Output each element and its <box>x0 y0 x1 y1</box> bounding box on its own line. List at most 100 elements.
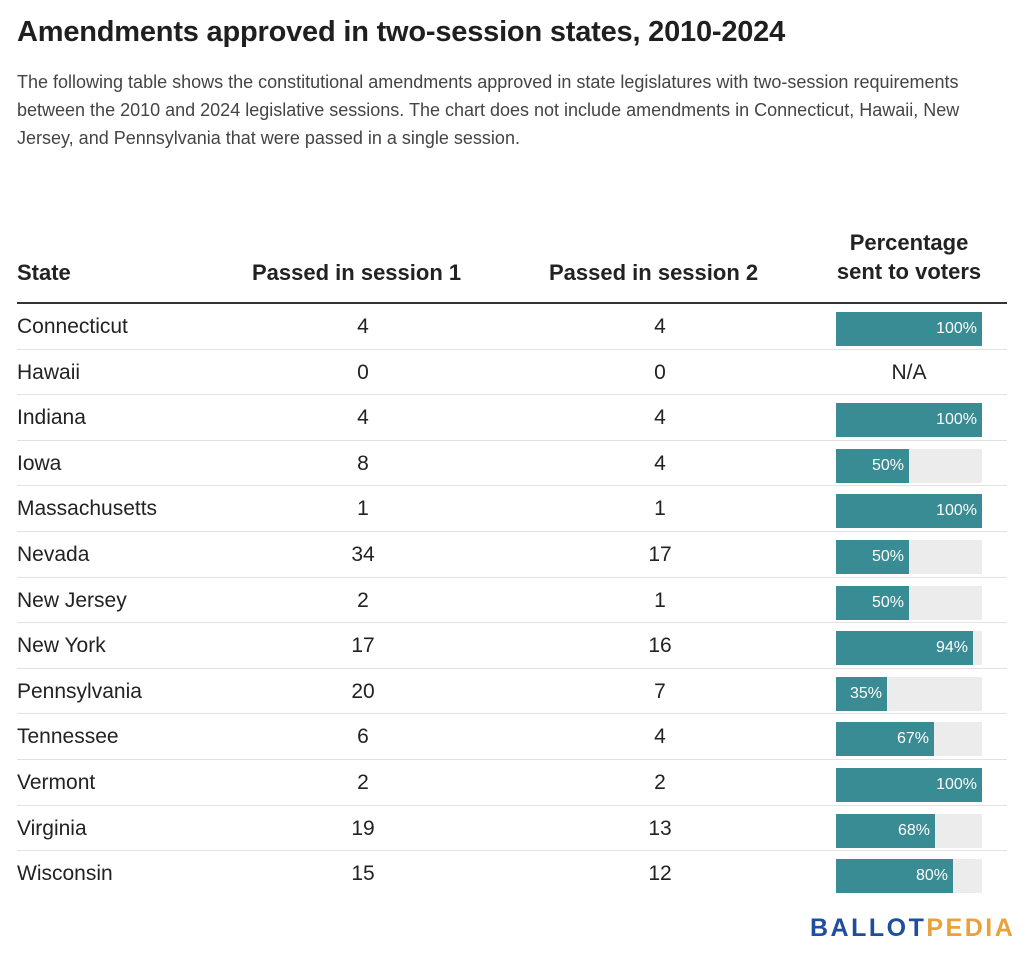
percentage-bar-track: 100% <box>836 403 982 438</box>
percentage-bar <box>836 585 909 620</box>
percentage-cell: 50% <box>836 532 982 576</box>
percentage-bar <box>836 859 953 894</box>
percentage-bar <box>836 813 935 848</box>
percentage-bar <box>836 494 982 529</box>
ballotpedia-logo: BALLOTPEDIA <box>810 914 1015 943</box>
state-cell: Tennessee <box>17 725 119 749</box>
table-row: New York 17 16 94% <box>17 623 1007 669</box>
percentage-cell: 50% <box>836 441 982 485</box>
percentage-bar <box>836 631 973 666</box>
session-1-cell: 2 <box>357 770 369 794</box>
state-cell: Indiana <box>17 406 86 430</box>
session-1-cell: 4 <box>357 315 369 338</box>
percentage-cell: 94% <box>836 623 982 667</box>
logo-text-ballot: BALLOT <box>810 914 927 942</box>
column-header-percentage: Percentage sent to voters <box>836 230 982 284</box>
table-row: Connecticut 4 4 100% <box>17 304 1007 350</box>
percentage-bar-label: 100% <box>936 411 977 429</box>
percentage-cell: 67% <box>836 714 982 758</box>
percentage-bar-label: 50% <box>871 593 904 611</box>
percentage-bar-label: 94% <box>935 639 968 657</box>
percentage-bar <box>836 767 982 802</box>
percentage-bar <box>836 448 909 483</box>
chart-title: Amendments approved in two-session state… <box>17 16 786 48</box>
percentage-bar-label: 50% <box>871 547 904 565</box>
session-1-cell: 15 <box>351 862 375 886</box>
percentage-bar-track: 100% <box>836 494 982 529</box>
table-row: Wisconsin 15 12 80% <box>17 851 1007 896</box>
session-1-cell: 19 <box>351 816 375 840</box>
state-cell: Massachusetts <box>17 497 158 521</box>
table-row: Hawaii 0 0 N/A <box>17 350 1007 396</box>
percentage-bar <box>836 403 982 438</box>
percentage-bar <box>836 539 909 574</box>
session-2-cell: 7 <box>654 679 666 703</box>
percentage-bar-track: 100% <box>836 312 982 346</box>
percentage-bar-track: 50% <box>836 448 982 483</box>
table-row: Pennsylvania 20 7 35% <box>17 669 1007 715</box>
percentage-cell: N/A <box>836 350 982 394</box>
percentage-cell: 100% <box>836 395 982 439</box>
table-row: Vermont 2 2 100% <box>17 760 1007 806</box>
session-1-cell: 34 <box>351 542 375 566</box>
session-1-cell: 0 <box>357 360 369 384</box>
table-body: Connecticut 4 4 100% Hawaii 0 0 N/A Indiana 4 4 100… <box>17 304 1007 896</box>
percentage-cell: 50% <box>836 578 982 622</box>
state-cell: Wisconsin <box>17 862 113 886</box>
percentage-bar <box>836 676 887 711</box>
percentage-bar-track: 80% <box>836 859 982 894</box>
session-2-cell: 16 <box>648 634 672 658</box>
session-2-cell: 1 <box>654 497 666 521</box>
column-header-session-1: Passed in session 1 <box>252 260 462 285</box>
percentage-bar-label: 100% <box>936 502 977 520</box>
session-2-cell: 0 <box>654 360 666 384</box>
session-2-cell: 4 <box>654 406 666 430</box>
table-row: Tennessee 6 4 67% <box>17 714 1007 760</box>
session-1-cell: 20 <box>351 679 375 703</box>
percentage-bar-label: 67% <box>896 730 929 748</box>
table-row: Nevada 34 17 50% <box>17 532 1007 578</box>
percentage-bar-label: 100% <box>936 775 977 793</box>
percentage-bar-track: 68% <box>836 813 982 848</box>
percentage-na-label: N/A <box>891 360 927 384</box>
session-2-cell: 1 <box>654 588 666 612</box>
percentage-bar-label: 50% <box>871 456 904 474</box>
percentage-bar-label: 100% <box>936 320 977 337</box>
table-row: Indiana 4 4 100% <box>17 395 1007 441</box>
percentage-bar <box>836 722 934 757</box>
percentage-bar-track: 50% <box>836 539 982 574</box>
column-header-session-2: Passed in session 2 <box>549 260 759 285</box>
table-header: State Passed in session 1 Passed in sess… <box>17 198 1007 304</box>
table-row: Massachusetts 1 1 100% <box>17 486 1007 532</box>
chart-subtitle: The following table shows the constituti… <box>17 72 960 148</box>
state-cell: Iowa <box>17 451 62 475</box>
percentage-cell: 80% <box>836 851 982 895</box>
percentage-bar-track: 50% <box>836 585 982 620</box>
table-row: New Jersey 2 1 50% <box>17 578 1007 624</box>
percentage-bar-track: 100% <box>836 767 982 802</box>
session-2-cell: 2 <box>654 770 666 794</box>
percentage-bar-label: 80% <box>915 867 948 885</box>
percentage-cell: 100% <box>836 486 982 530</box>
state-cell: Virginia <box>17 816 87 840</box>
percentage-bar <box>836 312 982 346</box>
state-cell: New York <box>17 634 106 658</box>
session-1-cell: 1 <box>357 497 369 521</box>
table-row: Virginia 19 13 68% <box>17 806 1007 852</box>
percentage-bar-track: 35% <box>836 676 982 711</box>
session-2-cell: 12 <box>648 862 672 886</box>
session-2-cell: 4 <box>654 315 666 338</box>
percentage-cell: 100% <box>836 760 982 804</box>
percentage-bar-label: 68% <box>897 821 930 839</box>
percentage-cell: 100% <box>836 304 982 348</box>
state-cell: Nevada <box>17 542 90 566</box>
session-1-cell: 17 <box>351 634 375 658</box>
session-2-cell: 13 <box>648 816 672 840</box>
session-2-cell: 4 <box>654 725 666 749</box>
session-2-cell: 17 <box>648 542 672 566</box>
amendments-table: State Passed in session 1 Passed in sess… <box>17 198 1007 896</box>
session-1-cell: 4 <box>357 406 369 430</box>
percentage-bar-track: 67% <box>836 722 982 757</box>
state-cell: Pennsylvania <box>17 679 142 703</box>
state-cell: New Jersey <box>17 588 127 612</box>
